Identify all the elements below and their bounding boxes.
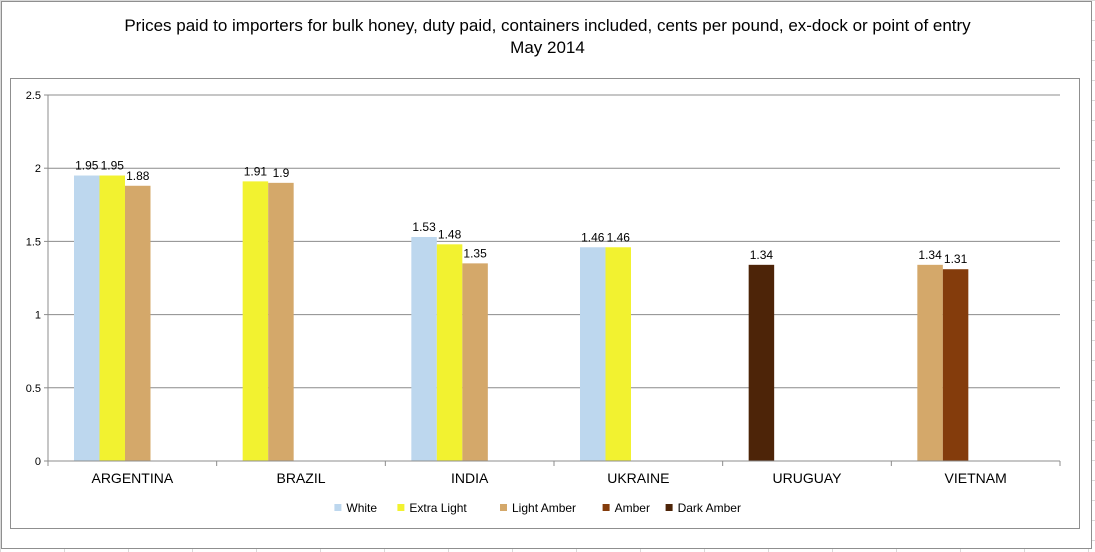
- bar-extra-light: [99, 175, 125, 461]
- chart-subtitle: May 2014: [510, 38, 585, 57]
- data-label: 1.35: [463, 246, 487, 260]
- data-label: 1.88: [126, 169, 150, 183]
- legend-label: Dark Amber: [678, 501, 741, 515]
- data-label: 1.48: [438, 227, 462, 241]
- data-label: 1.9: [273, 166, 290, 180]
- legend-label: White: [346, 501, 377, 515]
- legend-swatch-dark-amber: [665, 504, 673, 511]
- bar-extra-light: [242, 181, 269, 461]
- bar-light-amber: [268, 182, 294, 461]
- bar-light-amber: [917, 264, 943, 461]
- bar-extra-light: [605, 247, 631, 461]
- bar-dark-amber: [748, 264, 775, 461]
- category-label: URUGUAY: [773, 470, 843, 486]
- category-label: ARGENTINA: [91, 470, 173, 486]
- legend-label: Amber: [615, 501, 650, 515]
- data-label: 1.53: [412, 220, 436, 234]
- data-label: 1.95: [101, 159, 125, 173]
- category-label: BRAZIL: [276, 470, 325, 486]
- legend-swatch-light-amber: [500, 504, 507, 511]
- category-label: INDIA: [451, 470, 489, 486]
- data-label: 1.95: [75, 159, 99, 173]
- data-label: 1.91: [244, 164, 268, 178]
- chart-title: Prices paid to importers for bulk honey,…: [124, 16, 971, 35]
- category-label: UKRAINE: [607, 470, 669, 486]
- plot-area-border: [10, 78, 1080, 529]
- y-tick-label: 0: [35, 456, 41, 468]
- bar-amber: [942, 269, 969, 461]
- category-label: VIETNAM: [945, 470, 1007, 486]
- legend-swatch-extra-light: [397, 504, 405, 511]
- y-tick-label: 0.5: [26, 383, 41, 395]
- legend-label: Light Amber: [512, 501, 576, 515]
- y-tick-label: 2.5: [26, 90, 41, 102]
- y-tick-label: 1.5: [26, 236, 41, 248]
- data-label: 1.31: [944, 252, 968, 266]
- data-label: 1.34: [750, 248, 774, 262]
- y-tick-label: 1: [35, 310, 41, 322]
- legend-label: Extra Light: [409, 501, 467, 515]
- data-label: 1.46: [581, 230, 605, 244]
- bar-light-amber: [125, 185, 151, 461]
- data-label: 1.34: [918, 248, 942, 262]
- legend-swatch-white: [334, 504, 342, 511]
- y-tick-label: 2: [35, 163, 41, 175]
- bar-white: [580, 247, 606, 461]
- bar-light-amber: [462, 263, 488, 461]
- bar-white: [411, 237, 437, 461]
- bar-extra-light: [436, 244, 463, 461]
- data-label: 1.46: [607, 230, 631, 244]
- legend-swatch-amber: [602, 504, 610, 511]
- bar-white: [74, 175, 100, 461]
